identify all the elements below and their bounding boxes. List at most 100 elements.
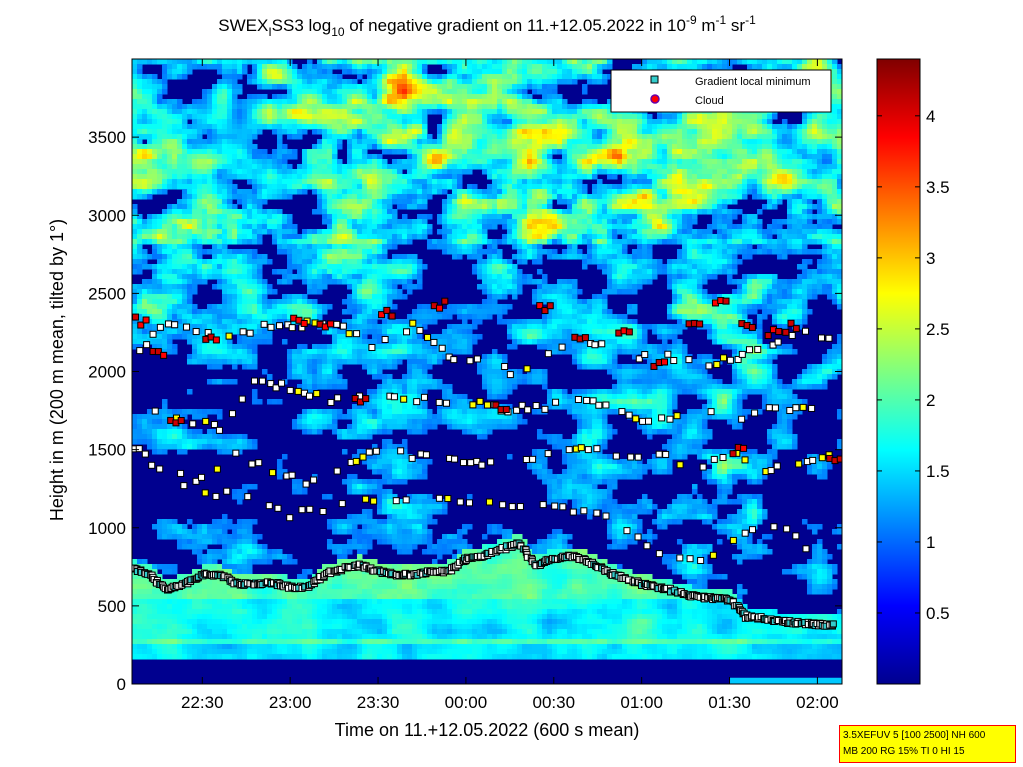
heat-cell [347, 114, 353, 120]
heat-cell [197, 359, 203, 365]
heat-cell [332, 334, 338, 340]
heat-cell [262, 639, 268, 645]
heat-cell [337, 619, 343, 625]
heat-cell [337, 414, 343, 420]
heat-cell [297, 629, 303, 635]
heat-cell [192, 409, 198, 415]
heat-cell [257, 79, 263, 85]
heat-cell [197, 644, 203, 650]
heat-cell [402, 409, 408, 415]
heat-cell [132, 424, 138, 430]
heat-cell [197, 614, 203, 620]
heat-cell [192, 64, 198, 70]
heat-cell [272, 179, 278, 185]
heat-cell [327, 189, 333, 195]
heat-cell [307, 64, 313, 70]
heat-cell [212, 249, 218, 255]
heat-cell [402, 414, 408, 420]
heat-cell [397, 254, 403, 260]
heat-cell [332, 189, 338, 195]
heat-cell [397, 109, 403, 115]
heat-cell [312, 414, 318, 420]
heat-cell [382, 429, 388, 435]
heat-cell [187, 389, 193, 395]
heat-cell [347, 484, 353, 490]
heat-cell [372, 424, 378, 430]
heat-cell [417, 404, 423, 410]
heat-cell [307, 269, 313, 275]
heat-cell [252, 59, 258, 65]
heat-cell [202, 194, 208, 200]
heat-cell [387, 319, 393, 325]
heat-cell [392, 524, 398, 530]
heat-cell [417, 639, 423, 645]
heat-cell [297, 374, 303, 380]
heat-cell [377, 64, 383, 70]
heat-cell [132, 429, 138, 435]
heat-cell [242, 604, 248, 610]
heat-cell [247, 174, 253, 180]
heat-cell [387, 174, 393, 180]
heat-cell [402, 294, 408, 300]
heat-cell [207, 319, 213, 325]
heat-cell [287, 104, 293, 110]
heat-cell [417, 274, 423, 280]
heat-cell [187, 219, 193, 225]
heat-cell [212, 189, 218, 195]
heat-cell [177, 604, 183, 610]
heat-cell [287, 619, 293, 625]
heat-cell [237, 84, 243, 90]
heat-cell [222, 339, 228, 345]
heat-cell [372, 654, 378, 660]
heat-cell [142, 299, 148, 305]
heat-cell [387, 219, 393, 225]
heat-cell [162, 69, 168, 75]
heat-cell [317, 169, 323, 175]
heat-cell [172, 254, 178, 260]
heat-cell [347, 239, 353, 245]
heat-cell [367, 144, 373, 150]
heat-cell [207, 534, 213, 540]
heat-cell [312, 174, 318, 180]
heat-cell [327, 614, 333, 620]
heat-cell [237, 444, 243, 450]
heat-cell [257, 234, 263, 240]
heat-cell [147, 59, 153, 65]
heat-cell [232, 139, 238, 145]
heat-cell [232, 209, 238, 215]
heat-cell [277, 229, 283, 235]
heat-cell [327, 344, 333, 350]
heat-cell [262, 59, 268, 65]
heat-cell [337, 239, 343, 245]
heat-cell [182, 134, 188, 140]
heat-cell [362, 419, 368, 425]
heat-cell [407, 144, 413, 150]
heat-cell [382, 534, 388, 540]
heat-cell [232, 94, 238, 100]
heat-cell [297, 604, 303, 610]
heat-cell [342, 584, 348, 590]
heat-cell [407, 234, 413, 240]
heat-cell [142, 99, 148, 105]
heat-cell [182, 144, 188, 150]
heat-cell [282, 129, 288, 135]
heat-cell [377, 334, 383, 340]
heat-cell [137, 589, 143, 595]
heat-cell [292, 599, 298, 605]
heat-cell [372, 64, 378, 70]
heat-cell [267, 629, 273, 635]
heat-cell [372, 374, 378, 380]
heat-cell [282, 149, 288, 155]
heat-cell [402, 159, 408, 165]
heat-cell [262, 84, 268, 90]
heat-cell [392, 424, 398, 430]
heat-cell [192, 119, 198, 125]
heat-cell [257, 69, 263, 75]
heat-cell [382, 119, 388, 125]
heat-cell [202, 274, 208, 280]
heat-cell [412, 629, 418, 635]
heat-cell [142, 289, 148, 295]
heat-cell [392, 584, 398, 590]
heat-cell [182, 649, 188, 655]
heat-cell [357, 244, 363, 250]
